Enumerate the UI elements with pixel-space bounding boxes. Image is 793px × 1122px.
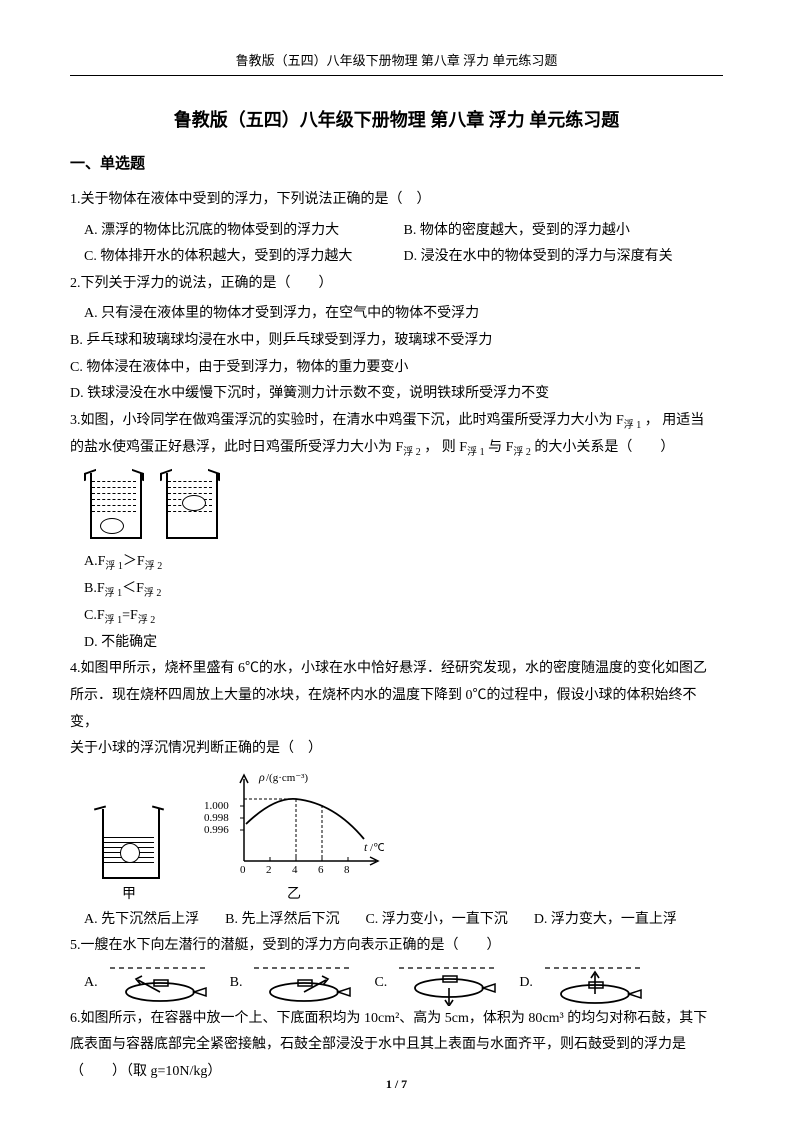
q3-opt-b: B.F浮 1＜F浮 2 bbox=[84, 576, 723, 603]
q1-opt-c: C. 物体排开水的体积越大，受到的浮力越大 bbox=[84, 244, 404, 271]
q3-opt-a: A.F浮 1＞F浮 2 bbox=[84, 549, 723, 576]
q4-opt-b: B. 先上浮然后下沉 bbox=[225, 907, 339, 934]
svg-text:0.998: 0.998 bbox=[204, 812, 229, 824]
svg-text:4: 4 bbox=[292, 864, 298, 876]
q5-stem: 5.一艘在水下向左潜行的潜艇，受到的浮力方向表示正确的是（ ） bbox=[70, 933, 723, 960]
submarine-c-icon bbox=[393, 960, 503, 1006]
q2-opt-a: A. 只有浸在液体里的物体才受到浮力，在空气中的物体不受浮力 bbox=[84, 301, 723, 328]
q2-opt-b: B. 乒乓球和玻璃球均浸在水中，则乒乓球受到浮力，玻璃球不受浮力 bbox=[70, 328, 723, 355]
svg-text:6: 6 bbox=[318, 864, 324, 876]
page-header: 鲁教版（五四）八年级下册物理 第八章 浮力 单元练习题 bbox=[70, 50, 723, 76]
svg-text:0: 0 bbox=[240, 864, 246, 876]
section-heading: 一、单选题 bbox=[70, 152, 723, 173]
q4-opt-d: D. 浮力变大，一直上浮 bbox=[534, 907, 677, 934]
q3-figure bbox=[84, 465, 723, 545]
q3-opt-d: D. 不能确定 bbox=[84, 630, 723, 657]
q2-stem: 2.下列关于浮力的说法，正确的是（ ） bbox=[70, 271, 723, 298]
q6-stem-2: 底表面与容器底部完全紧密接触，石鼓全部浸没于水中且其上表面与水面齐平，则石鼓受到… bbox=[70, 1032, 723, 1059]
q3-stem-1: 3.如图，小玲同学在做鸡蛋浮沉的实验时，在清水中鸡蛋下沉，此时鸡蛋所受浮力大小为… bbox=[70, 408, 723, 435]
q1-opt-a: A. 漂浮的物体比沉底的物体受到的浮力大 bbox=[84, 218, 404, 245]
svg-text:0.996: 0.996 bbox=[204, 824, 229, 836]
q1-opt-d: D. 浸没在水中的物体受到的浮力与深度有关 bbox=[404, 244, 724, 271]
doc-title: 鲁教版（五四）八年级下册物理 第八章 浮力 单元练习题 bbox=[70, 106, 723, 132]
q4-opt-c: C. 浮力变小，一直下沉 bbox=[365, 907, 507, 934]
density-graph-icon: ρ /(g·cm⁻³) 1.000 0.998 0.996 0 2 4 6 8 bbox=[204, 769, 384, 879]
svg-text:1.000: 1.000 bbox=[204, 800, 229, 812]
q6-stem-1: 6.如图所示，在容器中放一个上、下底面积均为 10cm²、高为 5cm，体积为 … bbox=[70, 1006, 723, 1033]
svg-text:t: t bbox=[364, 840, 368, 854]
svg-text:/(g·cm⁻³): /(g·cm⁻³) bbox=[266, 772, 308, 784]
q4-opt-a: A. 先下沉然后上浮 bbox=[84, 907, 199, 934]
submarine-a-icon bbox=[104, 960, 214, 1006]
q4-stem-3: 关于小球的浮沉情况判断正确的是（ ） bbox=[70, 736, 723, 763]
q5-options: A. B. bbox=[84, 960, 723, 1006]
q3-opt-c: C.F浮 1=F浮 2 bbox=[84, 603, 723, 630]
q4-stem-1: 4.如图甲所示，烧杯里盛有 6℃的水，小球在水中恰好悬浮．经研究发现，水的密度随… bbox=[70, 656, 723, 683]
submarine-d-icon bbox=[539, 960, 649, 1006]
q4-figure: 甲 ρ /(g·cm⁻³) 1.000 0.998 0.996 0 bbox=[84, 769, 723, 903]
svg-text:8: 8 bbox=[344, 864, 350, 876]
q1-stem: 1.关于物体在液体中受到的浮力，下列说法正确的是（ ） bbox=[70, 187, 723, 214]
svg-text:/℃: /℃ bbox=[370, 842, 384, 854]
q2-opt-d: D. 铁球浸没在水中缓慢下沉时，弹簧测力计示数不变，说明铁球所受浮力不变 bbox=[70, 381, 723, 408]
q2-opt-c: C. 物体浸在液体中，由于受到浮力，物体的重力要变小 bbox=[70, 355, 723, 382]
svg-text:ρ: ρ bbox=[258, 770, 265, 784]
q4-stem-2: 所示．现在烧杯四周放上大量的冰块，在烧杯内水的温度下降到 0℃的过程中，假设小球… bbox=[70, 683, 723, 736]
svg-text:2: 2 bbox=[266, 864, 272, 876]
submarine-b-icon bbox=[248, 960, 358, 1006]
page-footer: 1 / 7 bbox=[0, 1077, 793, 1092]
q3-stem-2: 的盐水使鸡蛋正好悬浮，此时日鸡蛋所受浮力大小为 F浮 2 ， 则 F浮 1 与 … bbox=[70, 435, 723, 462]
q1-opt-b: B. 物体的密度越大，受到的浮力越小 bbox=[404, 218, 724, 245]
